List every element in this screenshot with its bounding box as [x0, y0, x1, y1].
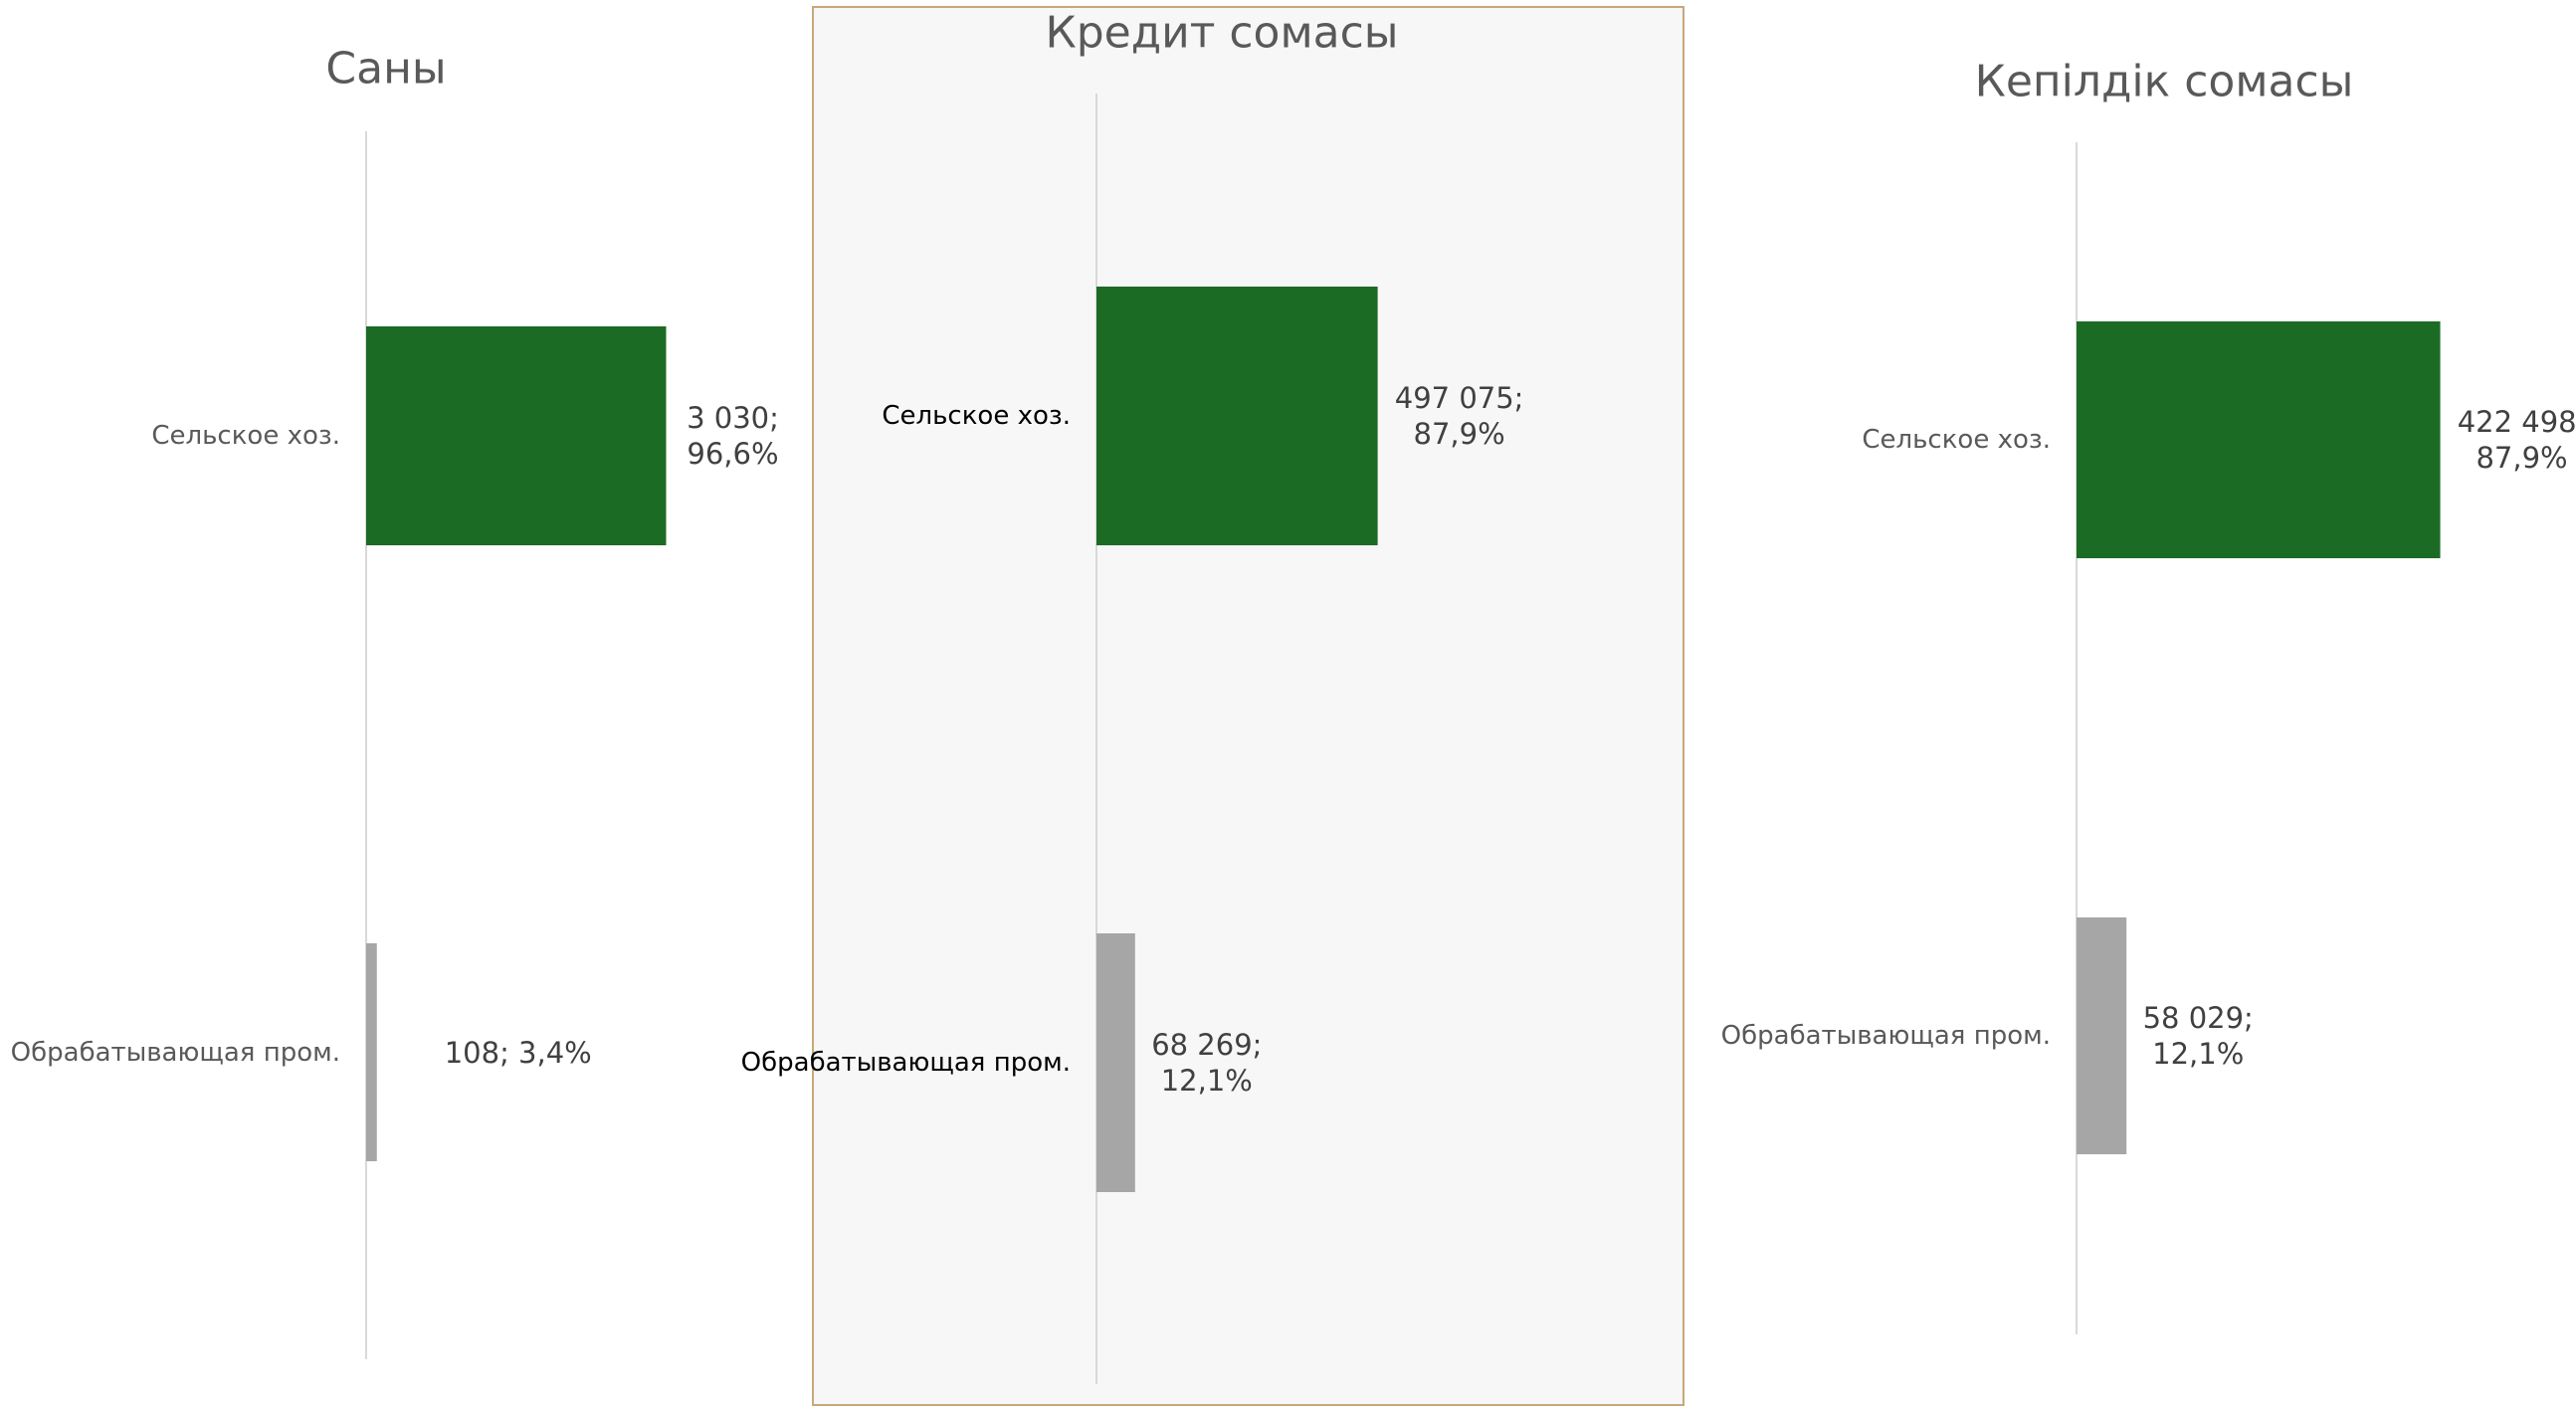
value-label: 3 030; 96,6% [687, 400, 779, 471]
category-label: Обрабатывающая пром. [740, 1047, 1071, 1078]
category-label: Сельское хоз. [151, 420, 340, 451]
bar [1096, 287, 1378, 545]
chart-title: Саны [325, 43, 447, 95]
bar [2077, 321, 2441, 558]
bar [366, 943, 377, 1161]
bar [2077, 917, 2127, 1154]
category-label: Обрабатывающая пром. [10, 1037, 340, 1068]
chart-title: Кредит сомасы [1045, 7, 1399, 59]
value-label: 422 498; 87,9% [2457, 404, 2576, 475]
value-label: 497 075; 87,9% [1394, 380, 1524, 451]
category-label: Обрабатывающая пром. [1720, 1020, 2051, 1051]
bar [1096, 933, 1135, 1192]
highlight-panel [812, 6, 1684, 1406]
category-label: Сельское хоз. [1862, 424, 2051, 455]
category-label: Сельское хоз. [882, 400, 1071, 431]
chart-title: Кепілдік сомасы [1974, 56, 2354, 107]
value-label: 68 269; 12,1% [1151, 1027, 1263, 1098]
bar [366, 326, 667, 545]
value-label: 108; 3,4% [444, 1035, 592, 1070]
value-label: 58 029; 12,1% [2142, 1000, 2254, 1071]
